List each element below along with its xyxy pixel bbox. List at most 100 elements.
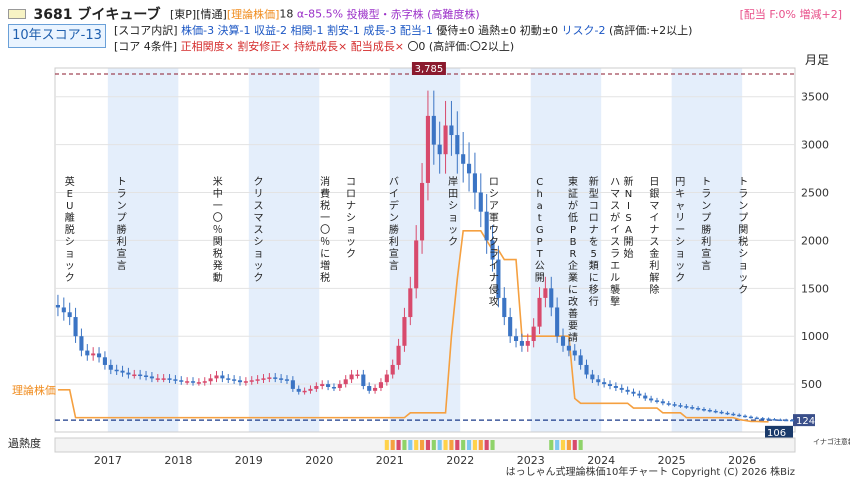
candle-body [784, 419, 789, 422]
event-label-char: 中 [213, 187, 223, 200]
event-label-char: 増 [320, 259, 330, 272]
event-label-char: 新 [624, 175, 634, 188]
candle-body [508, 317, 513, 337]
event-label-char: ッ [675, 261, 685, 272]
event-label-char: 費 [320, 187, 330, 200]
event-label-char: 日 [649, 177, 659, 188]
candle-body [420, 182, 425, 241]
event-label-char: 離 [65, 211, 75, 224]
event-label-char: ッ [346, 237, 356, 248]
candle-body [490, 240, 495, 260]
candle-body [55, 304, 60, 308]
heat-cell [455, 440, 460, 450]
event-label-char: 東 [568, 175, 578, 188]
candle-body [296, 388, 301, 392]
event-label-char: ス [649, 237, 659, 248]
candle-body [91, 353, 96, 356]
event-label-char: シ [489, 189, 499, 200]
event-label-char: ス [254, 201, 264, 212]
candle-body [701, 409, 707, 411]
candle-body [290, 380, 295, 389]
candle-body [308, 388, 313, 391]
event-label-char: ル [610, 273, 620, 284]
candle-body [484, 211, 489, 241]
candle-body [161, 378, 166, 380]
event-label-char: を [589, 236, 599, 248]
theory-price-value: 18 [279, 7, 294, 21]
candle-body [649, 398, 654, 401]
candle-body [549, 288, 554, 308]
event-label-char: ナ [649, 224, 659, 236]
event-label-char: 除 [649, 283, 659, 296]
event-label-char: C [536, 177, 543, 188]
event-label-char: I [627, 201, 630, 212]
event-label-char: P [570, 225, 576, 236]
event-label-char: が [568, 199, 578, 212]
event-label-char: イ [489, 261, 499, 272]
candle-body [766, 418, 771, 421]
heat-cell [466, 440, 472, 450]
candle-body [713, 410, 718, 413]
heat-cell [555, 440, 560, 450]
event-label-char: ナ [589, 224, 599, 236]
event-label-char: 金 [649, 247, 659, 260]
event-label-char: 新 [589, 175, 599, 188]
stock-tag-icon [8, 9, 26, 19]
event-label-char: 言 [117, 259, 127, 272]
header-bar: 3681 ブイキューブ [東P][情通][理論株価]18 α-85.5% 投機型… [8, 4, 842, 23]
event-label-char: P [537, 237, 543, 248]
candle-body [449, 125, 454, 136]
y-tick-label: 2500 [801, 187, 829, 200]
candle-body [525, 341, 530, 346]
event-label-char: ％ [213, 225, 223, 236]
candle-body [607, 384, 613, 387]
alpha-label: α-85.5% [296, 7, 344, 21]
candle-body [361, 374, 366, 387]
event-label-char: 税 [738, 235, 748, 248]
event-label-char: N [625, 189, 632, 200]
event-label-char: ョ [675, 249, 685, 260]
event-label-char: 〇 [320, 224, 330, 236]
dividend-summary: [配当 F:0% 増減+2] [740, 6, 842, 22]
event-label-char: 田 [448, 189, 458, 200]
x-tick-label: 2018 [164, 454, 192, 467]
event-label-char: コ [346, 177, 356, 188]
event-label-char: に [568, 284, 578, 296]
candle-body [437, 144, 442, 155]
x-tick-label: 2020 [305, 454, 333, 467]
candle-body [760, 418, 765, 420]
candle-body [472, 173, 477, 193]
candle-body [737, 414, 742, 417]
event-label-char: ト [701, 177, 711, 188]
event-label-char: リ [675, 213, 685, 224]
event-label-char: 言 [701, 259, 711, 272]
candle-body [373, 387, 378, 391]
heat-cell [408, 440, 413, 450]
event-label-char: イ [610, 225, 620, 236]
event-label-char: 税 [320, 271, 330, 284]
event-label-char: ク [65, 272, 75, 284]
x-tick-label: 2025 [658, 454, 686, 467]
event-label-char: ャ [675, 201, 685, 212]
candle-body [108, 364, 113, 370]
stock-title: 3681 ブイキューブ [33, 7, 161, 23]
stock-type: 投機型・赤字株 [346, 8, 424, 21]
event-label-char: ウ [489, 224, 499, 236]
candle-body [138, 374, 143, 377]
event-label-char: ョ [65, 249, 75, 260]
candle-body [619, 387, 624, 390]
heat-cell [560, 440, 566, 450]
event-label-char: 侵 [489, 284, 499, 296]
event-label-char: 脱 [65, 223, 75, 236]
event-label-char: 関 [738, 224, 748, 236]
event-label-char: ハ [610, 177, 620, 188]
candle-body [337, 384, 342, 388]
event-label-char: ク [254, 176, 264, 188]
y-tick-label: 1000 [801, 330, 829, 343]
y-tick-label: 2000 [801, 234, 829, 247]
event-label-char: 行 [589, 295, 599, 308]
candle-body [566, 345, 571, 351]
event-label-char: ロ [589, 213, 599, 224]
x-tick-label: 2024 [587, 454, 615, 467]
event-label-char: B [570, 237, 577, 248]
